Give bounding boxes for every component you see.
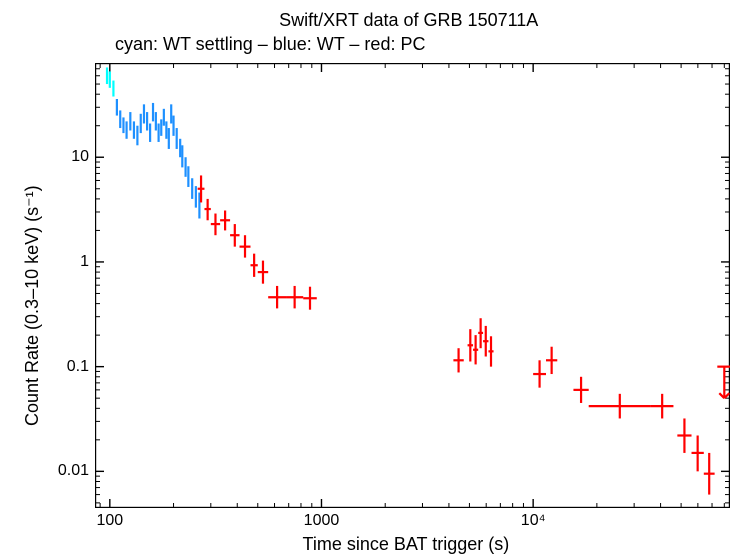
y-tick-label: 0.1 [67,358,89,376]
x-axis-label: Time since BAT trigger (s) [303,534,510,555]
chart-title-sub: cyan: WT settling – blue: WT – red: PC [115,34,425,55]
x-tick-label: 100 [80,512,140,530]
chart-title-main: Swift/XRT data of GRB 150711A [279,10,538,31]
swift-xrt-lightcurve-chart: Swift/XRT data of GRB 150711A cyan: WT s… [0,0,746,558]
plot-area [95,63,730,508]
x-tick-label: 1000 [291,512,351,530]
y-tick-label: 0.01 [58,462,89,480]
y-tick-label: 1 [80,253,89,271]
y-tick-label: 10 [71,148,89,166]
x-tick-label: 10⁴ [503,512,563,530]
plot-svg [95,63,730,508]
y-axis-label: Count Rate (0.3–10 keV) (s⁻¹) [22,185,43,426]
